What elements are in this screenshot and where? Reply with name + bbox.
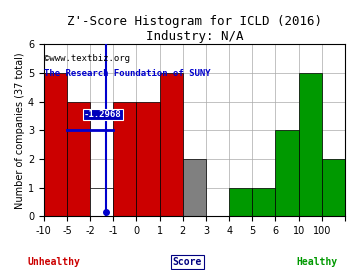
Bar bbox=[67, 102, 90, 216]
Bar bbox=[44, 73, 67, 216]
Text: Score: Score bbox=[172, 256, 202, 266]
Bar bbox=[229, 188, 252, 216]
Bar bbox=[90, 188, 113, 216]
Bar bbox=[113, 102, 136, 216]
Bar bbox=[183, 159, 206, 216]
Y-axis label: Number of companies (37 total): Number of companies (37 total) bbox=[15, 52, 25, 209]
Title: Z'-Score Histogram for ICLD (2016)
Industry: N/A: Z'-Score Histogram for ICLD (2016) Indus… bbox=[67, 15, 322, 43]
Text: Healthy: Healthy bbox=[296, 256, 337, 266]
Text: -1.2968: -1.2968 bbox=[84, 110, 122, 119]
Bar bbox=[299, 73, 322, 216]
Bar bbox=[322, 159, 345, 216]
Bar bbox=[136, 102, 159, 216]
Text: Unhealthy: Unhealthy bbox=[28, 256, 80, 266]
Bar bbox=[159, 73, 183, 216]
Text: ©www.textbiz.org: ©www.textbiz.org bbox=[44, 54, 130, 63]
Text: The Research Foundation of SUNY: The Research Foundation of SUNY bbox=[44, 69, 211, 77]
Bar bbox=[252, 188, 275, 216]
Bar bbox=[275, 130, 299, 216]
